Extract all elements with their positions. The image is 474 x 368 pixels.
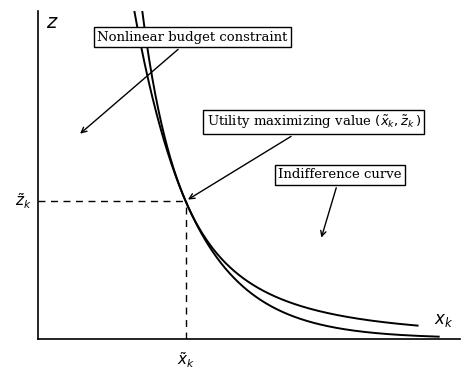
Text: $z$: $z$ <box>46 14 59 32</box>
Text: Utility maximizing value $(\tilde{x}_k,\tilde{z}_k\,)$: Utility maximizing value $(\tilde{x}_k,\… <box>189 114 421 199</box>
Text: $\tilde{x}_k$: $\tilde{x}_k$ <box>176 350 195 368</box>
Text: $\tilde{z}_k$: $\tilde{z}_k$ <box>15 191 32 211</box>
Text: $x_k$: $x_k$ <box>434 312 454 329</box>
Text: Nonlinear budget constraint: Nonlinear budget constraint <box>81 31 287 133</box>
Text: Indifference curve: Indifference curve <box>278 168 402 236</box>
